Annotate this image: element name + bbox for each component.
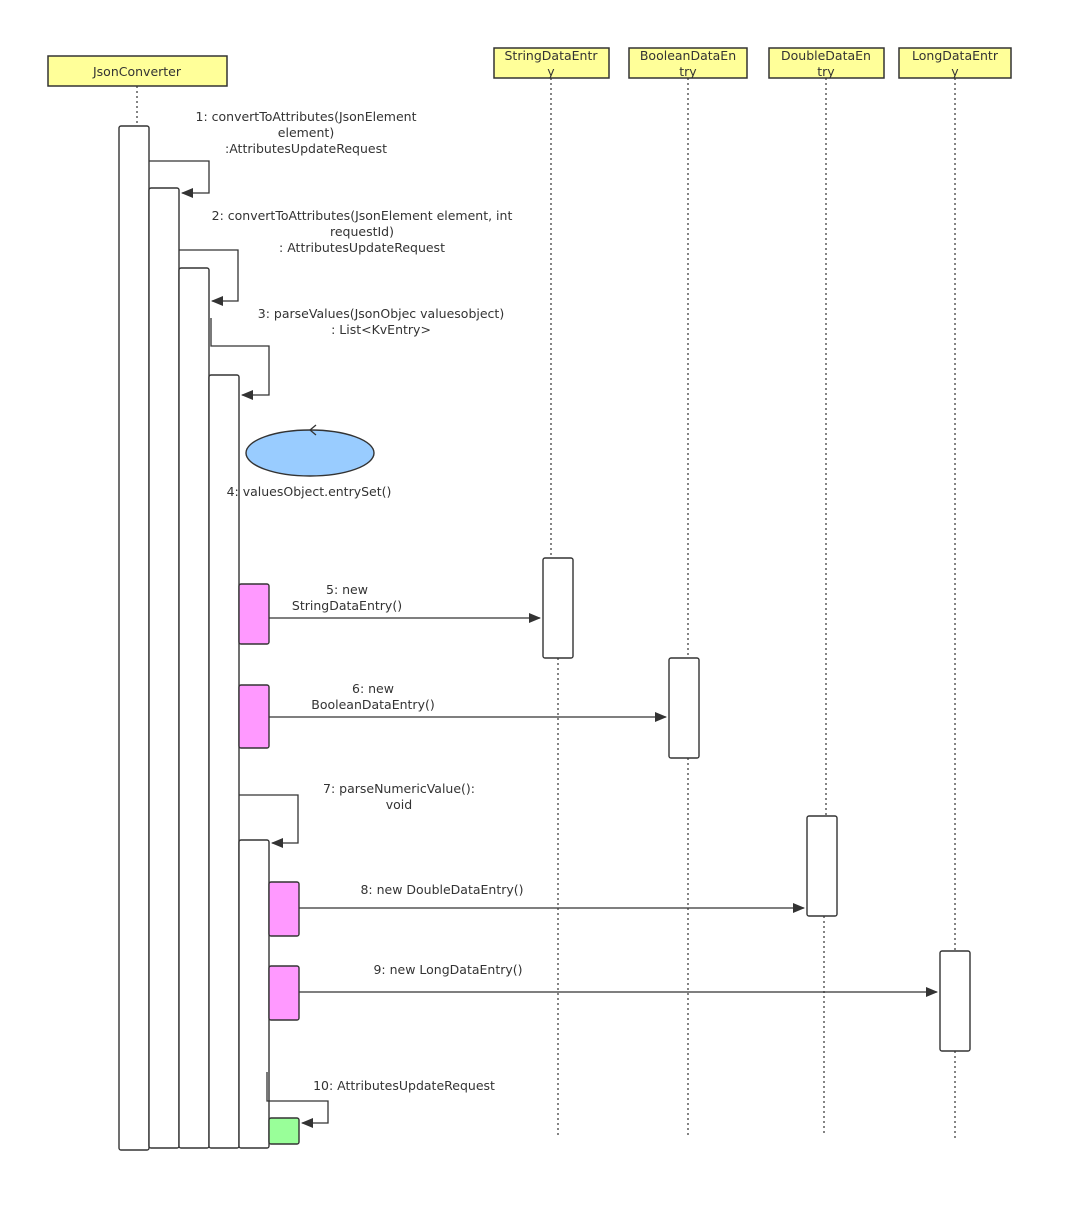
message-2-label-line1: 2: convertToAttributes(JsonElement eleme… <box>212 208 513 223</box>
message-1-label-line1: 1: convertToAttributes(JsonElement <box>196 109 417 124</box>
activation-green-10[interactable] <box>268 1117 300 1145</box>
message-1-label-line2: element) <box>278 125 334 140</box>
activation-bar-level-1[interactable] <box>118 125 150 1151</box>
message-2-label-line3: : AttributesUpdateRequest <box>279 240 445 255</box>
participant-boolean-data-entry[interactable]: BooleanDataEn try <box>628 47 748 79</box>
activation-bar-level-2[interactable] <box>148 187 180 1149</box>
message-5-label-line2: StringDataEntry() <box>292 598 402 613</box>
message-3-label-line2: : List<KvEntry> <box>331 322 431 337</box>
loop-arrow-icon <box>308 424 317 436</box>
participant-label-line2: try <box>679 64 697 79</box>
message-9-label: 9: new LongDataEntry() <box>373 962 522 977</box>
message-8-label: 8: new DoubleDataEntry() <box>360 882 523 897</box>
activation-string-data-entry[interactable] <box>542 557 574 659</box>
message-7-label-line2: void <box>386 797 412 812</box>
loop-ellipse[interactable] <box>245 424 375 477</box>
activation-bar-level-5[interactable] <box>238 839 270 1149</box>
message-1-arrow[interactable] <box>149 160 210 198</box>
activation-pink-8[interactable] <box>268 881 300 937</box>
activation-pink-5[interactable] <box>238 583 270 645</box>
participant-label-line1: DoubleDataEn <box>781 48 871 63</box>
message-3-arrow[interactable] <box>210 318 270 400</box>
participant-label-line2: y <box>547 64 555 79</box>
activation-long-data-entry[interactable] <box>939 950 971 1052</box>
activation-boolean-data-entry[interactable] <box>668 657 700 759</box>
participant-json-converter[interactable]: JsonConverter <box>47 55 228 87</box>
message-4-label: 4: valuesObject.entrySet() <box>227 484 392 499</box>
message-10-label: 10: AttributesUpdateRequest <box>313 1078 495 1093</box>
activation-bar-level-3[interactable] <box>178 267 210 1149</box>
participant-label-line1: BooleanDataEn <box>640 48 736 63</box>
participant-long-data-entry[interactable]: LongDataEntr y <box>898 47 1012 79</box>
message-7-label-line1: 7: parseNumericValue(): <box>323 781 475 796</box>
message-3-label-line1: 3: parseValues(JsonObjec valuesobject) <box>258 306 504 321</box>
activation-bar-level-4[interactable] <box>208 374 240 1149</box>
message-10-arrow[interactable] <box>266 1072 329 1128</box>
participant-label-line2: y <box>951 64 959 79</box>
activation-pink-6[interactable] <box>238 684 270 749</box>
message-6-label-line2: BooleanDataEntry() <box>311 697 434 712</box>
participant-label-line1: LongDataEntr <box>912 48 999 63</box>
participant-label-line1: StringDataEntr <box>504 48 598 63</box>
message-5-label-line1: 5: new <box>326 582 368 597</box>
participant-label-line2: try <box>817 64 835 79</box>
message-1-label-line3: :AttributesUpdateRequest <box>225 141 387 156</box>
message-2-arrow[interactable] <box>179 249 239 306</box>
participant-label: JsonConverter <box>92 64 182 79</box>
activation-pink-9[interactable] <box>268 965 300 1021</box>
participant-double-data-entry[interactable]: DoubleDataEn try <box>768 47 885 79</box>
message-2-label-line2: requestId) <box>330 224 394 239</box>
message-6-label-line1: 6: new <box>352 681 394 696</box>
participant-string-data-entry[interactable]: StringDataEntr y <box>493 47 610 79</box>
message-7-arrow[interactable] <box>239 794 299 848</box>
activation-double-data-entry[interactable] <box>806 815 838 917</box>
